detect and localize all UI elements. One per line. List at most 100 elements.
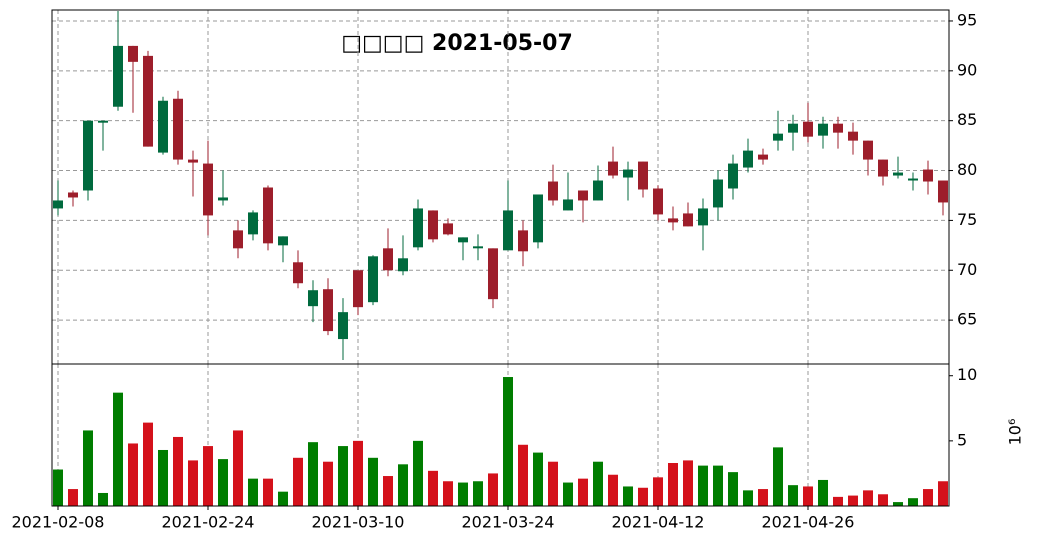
- volume-bar: [893, 502, 903, 506]
- candle-body: [743, 150, 753, 168]
- volume-bar: [863, 490, 873, 506]
- candle-body: [818, 123, 828, 136]
- candle-body: [548, 181, 558, 201]
- volume-bar: [563, 482, 573, 506]
- volume-unit: 10⁶: [1006, 419, 1025, 446]
- volume-bar: [593, 461, 603, 506]
- candle-body: [233, 230, 243, 249]
- volume-bar: [233, 430, 243, 506]
- volume-bar: [128, 443, 138, 506]
- candle-body: [353, 270, 363, 308]
- x-tick-label: 2021-03-10: [312, 513, 405, 532]
- volume-bar: [353, 440, 363, 506]
- volume-bar: [188, 460, 198, 506]
- volume-bar: [713, 465, 723, 506]
- candle-body: [83, 120, 93, 191]
- volume-bar: [83, 430, 93, 506]
- volume-bar: [113, 392, 123, 506]
- y-tick-label: 70: [957, 260, 977, 279]
- volume-bar: [473, 481, 483, 506]
- volume-frame: [51, 363, 950, 507]
- candle-body: [53, 200, 63, 209]
- candle-body: [293, 262, 303, 284]
- volume-bar: [788, 485, 798, 506]
- candle-body: [128, 45, 138, 62]
- candle-body: [848, 131, 858, 141]
- volume-bar: [878, 494, 888, 506]
- candle-body: [263, 187, 273, 244]
- volume-bar: [53, 469, 63, 506]
- y-tick-label: 65: [957, 310, 977, 329]
- candle-body: [938, 180, 948, 203]
- candle-body: [173, 98, 183, 160]
- volume-bar: [818, 479, 828, 506]
- candle-body: [488, 248, 498, 300]
- volume-bar: [428, 470, 438, 506]
- volume-bar: [728, 472, 738, 506]
- volume-bar: [683, 460, 693, 506]
- volume-bar: [758, 489, 768, 506]
- volume-bar: [698, 465, 708, 506]
- candle-body: [923, 169, 933, 182]
- volume-bar: [293, 457, 303, 506]
- candle-body: [623, 169, 633, 178]
- candle-body: [278, 236, 288, 246]
- candle-body: [878, 159, 888, 177]
- volume-bar: [443, 481, 453, 506]
- volume-bar: [398, 464, 408, 506]
- volume-bar: [518, 444, 528, 506]
- candle-body: [908, 178, 918, 181]
- y-tick-label: 95: [957, 10, 977, 29]
- candle-body: [833, 123, 843, 133]
- candle-body: [68, 192, 78, 198]
- volume-bar: [158, 449, 168, 506]
- candle-body: [713, 179, 723, 208]
- candle-body: [653, 188, 663, 215]
- volume-bar: [143, 422, 153, 506]
- volume-bar: [263, 478, 273, 506]
- candle-body: [113, 45, 123, 107]
- y-tick-label: 85: [957, 110, 977, 129]
- volume-bar: [743, 490, 753, 506]
- volume-bar: [548, 461, 558, 506]
- candle-body: [503, 210, 513, 251]
- candle-body: [158, 100, 168, 153]
- candle-body: [248, 212, 258, 235]
- candle-body: [533, 194, 543, 243]
- candle-body: [863, 140, 873, 160]
- candle-body: [683, 213, 693, 227]
- candle-body: [368, 256, 378, 303]
- volume-bar: [383, 476, 393, 506]
- volume-bar: [278, 491, 288, 506]
- chart-title: □□□□ 2021-05-07: [341, 31, 573, 56]
- x-tick-label: 2021-02-24: [162, 513, 255, 532]
- candle-body: [773, 133, 783, 141]
- candle-body: [608, 161, 618, 176]
- x-tick-label: 2021-04-26: [762, 513, 855, 532]
- candle-body: [218, 197, 228, 201]
- volume-bar: [833, 496, 843, 506]
- volume-bar: [203, 446, 213, 506]
- volume-tick-label: 10: [957, 365, 977, 384]
- volume-bar: [773, 447, 783, 506]
- candle-body: [788, 123, 798, 133]
- candle-body: [398, 258, 408, 272]
- candle-body: [638, 161, 648, 190]
- candle-body: [458, 237, 468, 243]
- volume-bar: [323, 461, 333, 506]
- candle-body: [473, 246, 483, 249]
- volume-bar: [653, 477, 663, 506]
- candle-body: [308, 290, 318, 307]
- volume-bar: [218, 459, 228, 506]
- candle-body: [188, 159, 198, 163]
- y-tick-label: 90: [957, 60, 977, 79]
- candle-body: [728, 163, 738, 189]
- volume-bar: [668, 463, 678, 506]
- candle-body: [143, 55, 153, 147]
- volume-bar: [368, 457, 378, 506]
- volume-bar: [308, 442, 318, 506]
- candle-body: [698, 208, 708, 226]
- volume-bar: [638, 487, 648, 506]
- volume-tick-label: 5: [957, 430, 967, 449]
